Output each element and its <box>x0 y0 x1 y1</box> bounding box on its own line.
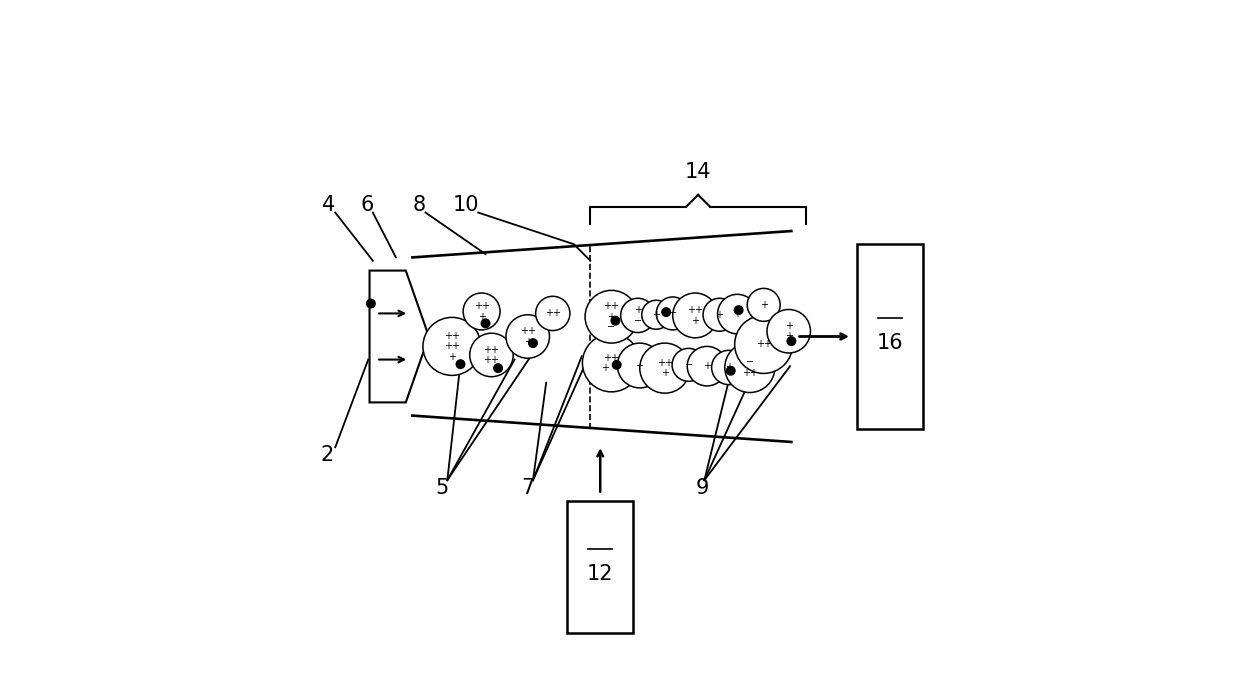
Bar <box>857 244 924 429</box>
Circle shape <box>712 351 746 384</box>
Text: ++
+: ++ + <box>687 306 703 326</box>
Text: +
+: + + <box>785 321 792 341</box>
Text: +: + <box>703 361 711 371</box>
Circle shape <box>725 343 775 392</box>
Circle shape <box>618 343 662 388</box>
Circle shape <box>672 349 706 382</box>
Circle shape <box>718 294 758 334</box>
Circle shape <box>768 310 811 353</box>
Text: 6: 6 <box>361 194 374 215</box>
Text: 14: 14 <box>684 162 711 182</box>
Circle shape <box>640 343 689 393</box>
Circle shape <box>583 334 640 392</box>
Circle shape <box>494 364 502 372</box>
Text: +: + <box>724 363 733 372</box>
Circle shape <box>506 315 549 358</box>
Text: ++
+ −: ++ + − <box>601 353 621 373</box>
Text: 16: 16 <box>877 333 904 353</box>
Circle shape <box>528 339 537 347</box>
Text: ++: ++ <box>755 339 771 349</box>
Text: ++
+
−: ++ + − <box>604 302 620 332</box>
Circle shape <box>787 336 796 345</box>
Text: ++
++
+: ++ ++ + <box>444 331 460 362</box>
Text: 10: 10 <box>453 194 480 215</box>
Circle shape <box>611 316 620 325</box>
Circle shape <box>585 290 637 343</box>
Text: ++: ++ <box>544 308 560 318</box>
Text: +: + <box>760 300 768 310</box>
Text: −: − <box>668 308 677 318</box>
Text: 5: 5 <box>435 478 449 498</box>
Text: −
++: − ++ <box>742 357 758 378</box>
Circle shape <box>734 306 743 314</box>
Circle shape <box>703 298 737 331</box>
Circle shape <box>536 296 570 330</box>
Circle shape <box>748 289 780 321</box>
Circle shape <box>662 308 671 316</box>
Text: ++
+: ++ + <box>657 358 673 378</box>
Circle shape <box>367 299 376 308</box>
Text: 8: 8 <box>413 194 425 215</box>
Circle shape <box>727 367 735 375</box>
Text: 4: 4 <box>322 194 335 215</box>
Text: ++
+: ++ + <box>474 302 490 322</box>
Text: −: − <box>684 360 693 370</box>
Circle shape <box>470 333 513 377</box>
Text: +: + <box>715 310 723 320</box>
Text: +: + <box>733 309 742 319</box>
Circle shape <box>456 360 465 368</box>
Text: −: − <box>636 361 644 371</box>
Polygon shape <box>370 271 429 402</box>
Text: +
−: + − <box>634 306 642 326</box>
Circle shape <box>423 318 481 376</box>
Circle shape <box>481 319 490 328</box>
Circle shape <box>687 347 727 386</box>
Circle shape <box>642 300 671 329</box>
Text: +: + <box>652 310 660 320</box>
Text: 12: 12 <box>587 564 614 583</box>
Bar <box>567 501 634 633</box>
Text: 7: 7 <box>521 478 534 498</box>
Circle shape <box>613 361 621 369</box>
Circle shape <box>734 316 792 374</box>
Circle shape <box>621 298 655 332</box>
Text: ++
+: ++ + <box>520 326 536 347</box>
Circle shape <box>656 297 689 330</box>
Text: 9: 9 <box>696 478 709 498</box>
Text: ++
++: ++ ++ <box>484 345 500 365</box>
Circle shape <box>463 293 500 330</box>
Text: 2: 2 <box>320 445 334 465</box>
Circle shape <box>673 293 718 338</box>
